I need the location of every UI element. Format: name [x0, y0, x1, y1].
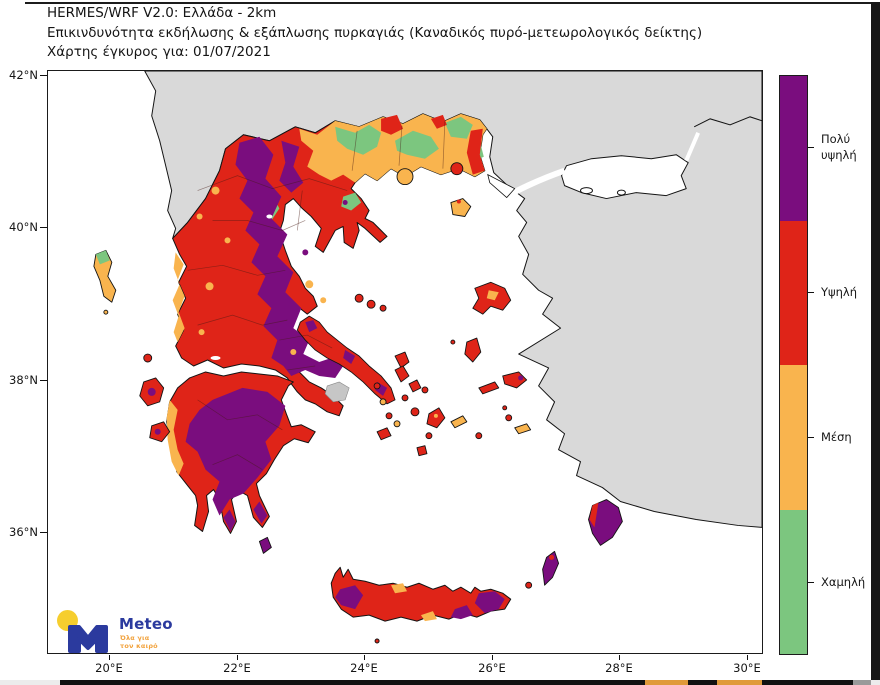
x-tick-24e [364, 655, 365, 660]
x-tick-20e [109, 655, 110, 660]
colorbar-tick-very-high [808, 147, 814, 148]
island-corfu [93, 249, 117, 303]
map-plot-area [47, 70, 763, 654]
logo-tagline: Όλα για τον καιρό [120, 634, 158, 650]
island-karpathos [542, 550, 560, 586]
colorbar-segment-high [780, 220, 807, 365]
map-valid-date: Χάρτης έγκυρος για: 01/07/2021 [47, 44, 271, 61]
y-tick-42n [40, 75, 47, 76]
island-skyros [394, 351, 410, 369]
y-tick-36n [40, 532, 47, 533]
x-label-24e: 24°E [350, 661, 378, 675]
bosphorus-strait [684, 132, 701, 162]
greece-fire-risk-map [93, 71, 762, 644]
black-sea-coastline [693, 116, 762, 128]
island-samos [502, 371, 528, 389]
saros-gulf [487, 173, 516, 199]
legend-label-very-high: Πολύ υψηλή [821, 132, 857, 162]
bottom-bar-gray-segment [853, 680, 871, 685]
map-title: HERMES/WRF V2.0: Ελλάδα - 2km [47, 5, 277, 21]
island-chios [464, 337, 482, 363]
bottom-dark-bar [60, 680, 871, 685]
x-label-22e: 22°E [223, 661, 251, 675]
island-thasos [396, 168, 414, 186]
bottom-bar-orange-segment [645, 680, 688, 685]
y-label-40n: 40°N [9, 220, 38, 234]
logo-brand-text: Meteo [119, 615, 173, 633]
island-kythira [258, 536, 272, 554]
title-block: HERMES/WRF V2.0: Ελλάδα - 2km Επικινδυνό… [47, 4, 867, 63]
x-label-28e: 28°E [605, 661, 633, 675]
athens-urban-area [324, 381, 350, 403]
neighbor-land [144, 71, 762, 528]
island-lemnos [450, 198, 472, 217]
colorbar-segment-low [780, 509, 807, 654]
risk-colorbar [779, 75, 808, 655]
x-tick-28e [619, 655, 620, 660]
islands [93, 162, 623, 589]
x-label-30e: 30°E [733, 661, 761, 675]
bottom-bar-orange-segment [717, 680, 762, 685]
x-tick-30e [747, 655, 748, 660]
legend-label-medium: Μέση [821, 430, 852, 444]
y-tick-40n [40, 227, 47, 228]
x-label-20e: 20°E [95, 661, 123, 675]
logo-m-icon [68, 625, 108, 653]
legend-label-low: Χαμηλή [821, 575, 866, 589]
window-top-edge [25, 2, 872, 4]
island-crete [330, 566, 512, 644]
window-right-edge [871, 2, 880, 685]
meteo-logo: Meteo Όλα για τον καιρό [55, 607, 175, 655]
y-tick-38n [40, 380, 47, 381]
x-tick-22e [237, 655, 238, 660]
colorbar-segment-very-high [780, 76, 807, 221]
colorbar-tick-low [808, 582, 814, 583]
legend-label-high: Υψηλή [821, 285, 857, 299]
sea-of-marmara [561, 154, 689, 200]
colorbar-tick-medium [808, 437, 814, 438]
x-tick-26e [492, 655, 493, 660]
window-bottom-edge [0, 680, 880, 685]
y-label-42n: 42°N [9, 68, 38, 82]
island-ikaria [478, 381, 500, 395]
y-label-38n: 38°N [9, 373, 38, 387]
risk-overlays [166, 113, 487, 532]
y-label-36n: 36°N [9, 525, 38, 539]
colorbar-tick-high [808, 292, 814, 293]
map-subtitle: Επικινδυνότητα εκδήλωσης & εξάπλωσης πυρ… [47, 24, 703, 41]
x-label-26e: 26°E [478, 661, 506, 675]
admin-borders [187, 120, 446, 470]
dardanelles-strait [495, 167, 566, 206]
island-samothraki [450, 162, 464, 176]
colorbar-segment-medium [780, 365, 807, 510]
